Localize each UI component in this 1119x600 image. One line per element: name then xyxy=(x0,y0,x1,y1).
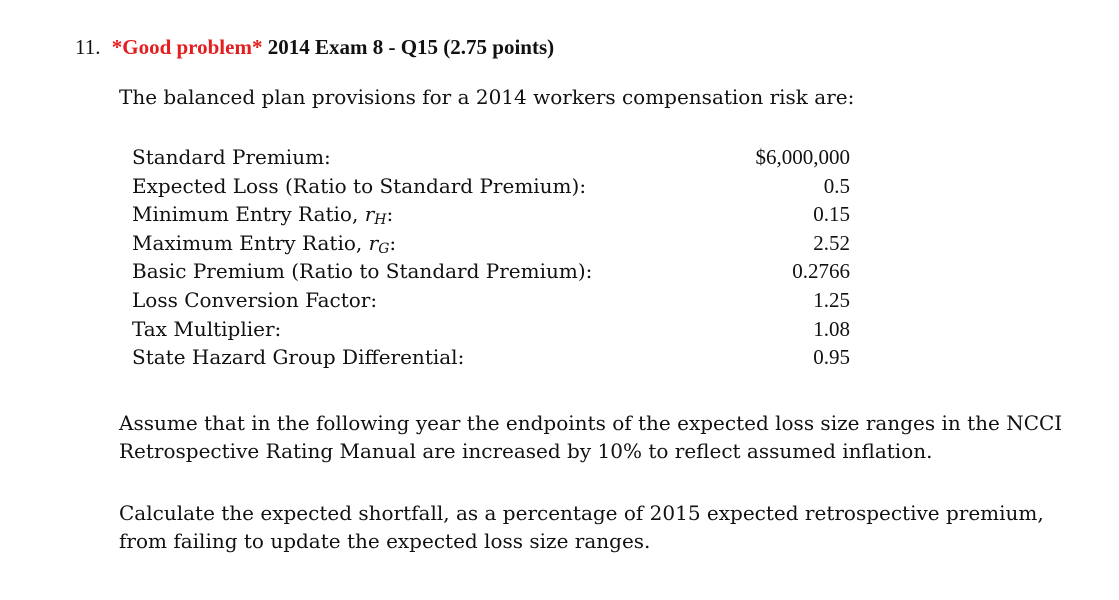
param-row-standard-premium: Standard Premium: $6,000,000 xyxy=(132,143,850,172)
param-label: Minimum Entry Ratio, rH: xyxy=(132,202,394,229)
param-label: State Hazard Group Differential: xyxy=(132,345,465,370)
param-value: 2.52 xyxy=(813,230,850,255)
param-row-basic-premium: Basic Premium (Ratio to Standard Premium… xyxy=(132,257,850,286)
param-row-tax-multiplier: Tax Multiplier: 1.08 xyxy=(132,315,850,344)
param-row-loss-conversion-factor: Loss Conversion Factor: 1.25 xyxy=(132,286,850,315)
problem-heading: 11. *Good problem* 2014 Exam 8 - Q15 (2.… xyxy=(75,34,554,60)
param-label: Basic Premium (Ratio to Standard Premium… xyxy=(132,259,593,284)
problem-title: 2014 Exam 8 - Q15 (2.75 points) xyxy=(267,35,555,59)
param-label: Expected Loss (Ratio to Standard Premium… xyxy=(132,173,587,198)
param-value: $6,000,000 xyxy=(755,145,851,169)
param-value: 0.2766 xyxy=(792,259,850,284)
good-problem-tag: *Good problem* xyxy=(111,35,263,59)
variable-r: r xyxy=(364,202,375,227)
param-label: Tax Multiplier: xyxy=(132,316,282,341)
param-row-state-hazard-group-differential: State Hazard Group Differential: 0.95 xyxy=(132,343,850,372)
param-row-minimum-entry-ratio: Minimum Entry Ratio, rH: 0.15 xyxy=(132,200,850,229)
param-value: 0.5 xyxy=(823,173,850,198)
variable-subscript: G xyxy=(378,240,390,257)
param-value: 0.95 xyxy=(813,345,850,370)
param-row-expected-loss: Expected Loss (Ratio to Standard Premium… xyxy=(132,172,850,201)
assumption-paragraph: Assume that in the following year the en… xyxy=(119,411,1063,463)
problem-number: 11. xyxy=(75,35,101,59)
parameter-list: Standard Premium: $6,000,000 Expected Lo… xyxy=(132,143,850,372)
param-label: Loss Conversion Factor: xyxy=(132,287,378,312)
param-label: Maximum Entry Ratio, rG: xyxy=(132,230,397,257)
intro-text: The balanced plan provisions for a 2014 … xyxy=(119,85,855,109)
param-value: 1.25 xyxy=(813,287,850,312)
param-label: Standard Premium: xyxy=(132,145,331,169)
param-value: 1.08 xyxy=(813,316,850,341)
variable-subscript: H xyxy=(374,212,387,229)
param-row-maximum-entry-ratio: Maximum Entry Ratio, rG: 2.52 xyxy=(132,229,850,258)
param-value: 0.15 xyxy=(813,202,850,227)
question-paragraph: Calculate the expected shortfall, as a p… xyxy=(119,501,1044,553)
variable-r: r xyxy=(368,230,379,255)
